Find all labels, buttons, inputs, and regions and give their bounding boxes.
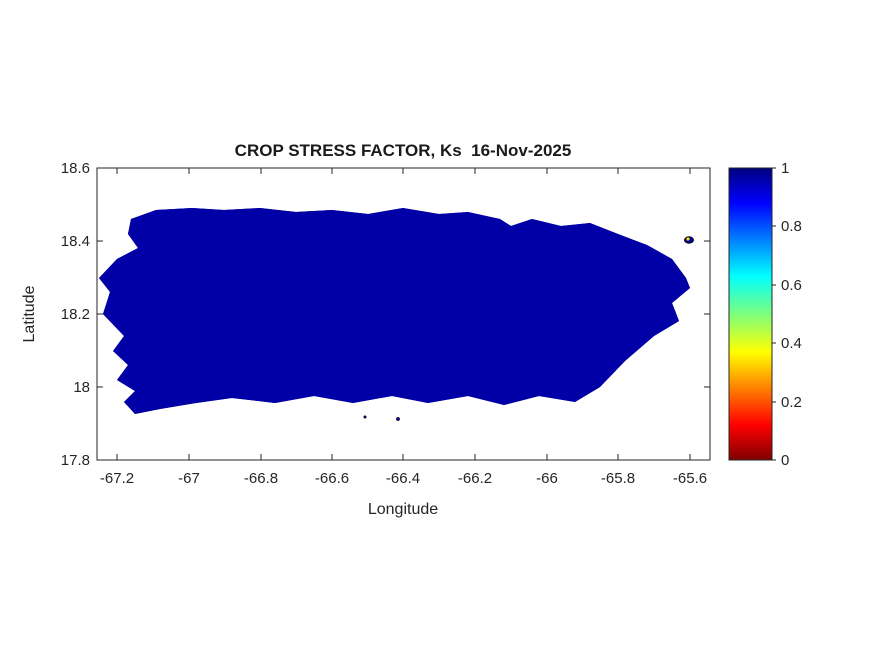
y-tick-label: 18.2	[61, 306, 90, 323]
colorbar-tick-label: 1	[781, 160, 789, 177]
y-axis-label: Latitude	[21, 285, 38, 342]
x-tick-label: -65.6	[673, 470, 707, 487]
y-tick-label: 17.8	[61, 452, 90, 469]
offshore-cays	[363, 236, 694, 421]
y-tick-labels: 18.6 18.4 18.2 18 17.8	[61, 160, 90, 469]
x-tick-label: -67.2	[100, 470, 134, 487]
y-tick-label: 18.6	[61, 160, 90, 177]
south-cay	[363, 415, 367, 419]
colorbar-tick-label: 0.8	[781, 218, 802, 235]
y-tick-label: 18	[73, 379, 90, 396]
colorbar-gradient	[728, 167, 773, 461]
x-tick-marks	[116, 168, 691, 460]
northeast-cay-stress-cell	[686, 237, 690, 241]
colorbar-tick-label: 0.2	[781, 394, 802, 411]
x-tick-label: -67	[178, 470, 200, 487]
colorbar-tick-label: 0.6	[781, 277, 802, 294]
colorbar-tick-labels: 1 0.8 0.6 0.4 0.2 0	[781, 160, 802, 469]
x-tick-label: -66.2	[458, 470, 492, 487]
x-tick-label: -66.8	[244, 470, 278, 487]
south-cay	[396, 417, 400, 421]
x-tick-label: -66.4	[386, 470, 420, 487]
chart-title: CROP STRESS FACTOR, Ks 16-Nov-2025	[235, 141, 572, 160]
colorbar: 1 0.8 0.6 0.4 0.2 0	[728, 160, 802, 469]
x-tick-label: -66.6	[315, 470, 349, 487]
colorbar-tick-marks	[772, 167, 776, 461]
x-axis-label: Longitude	[368, 501, 438, 518]
colorbar-tick-label: 0.4	[781, 335, 802, 352]
y-tick-label: 18.4	[61, 233, 90, 250]
colorbar-tick-label: 0	[781, 452, 789, 469]
x-tick-label: -66	[536, 470, 558, 487]
y-tick-marks	[97, 167, 710, 461]
coastline-outline	[98, 207, 691, 415]
x-tick-labels: -67.2 -67 -66.8 -66.6 -66.4 -66.2 -66 -6…	[100, 470, 707, 487]
x-tick-label: -65.8	[601, 470, 635, 487]
